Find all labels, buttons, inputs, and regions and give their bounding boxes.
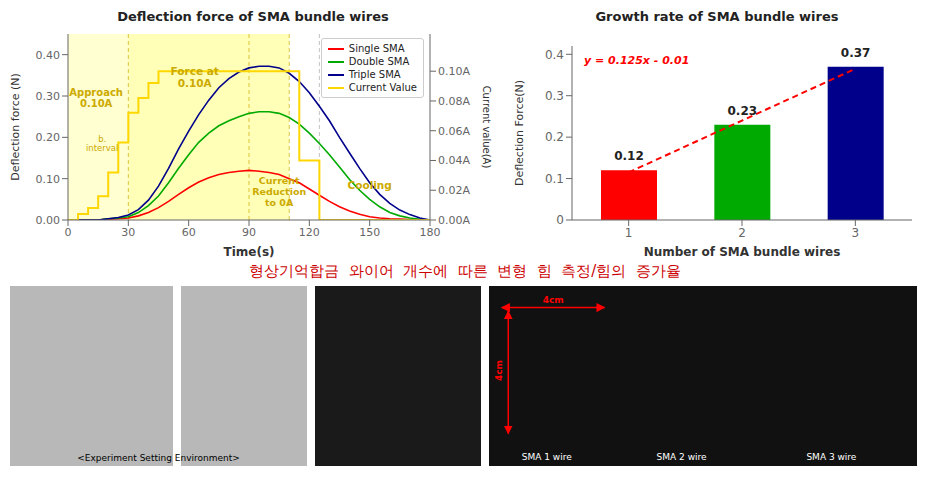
svg-text:3: 3: [852, 226, 860, 240]
svg-text:0.23: 0.23: [728, 104, 758, 118]
svg-text:b.interval: b.interval: [86, 134, 118, 154]
html-text:Deflection force of SMA bundle: Deflection force of SMA bundle wires: [117, 9, 389, 24]
svg-text:0.4: 0.4: [545, 48, 564, 62]
html-text:y = 0.125x - 0.01: y = 0.125x - 0.01: [584, 54, 690, 67]
svg-text:0.10: 0.10: [36, 173, 61, 186]
html-text:형상기억합금 와이어 개수에 따른 변형 힘 측정/힘의 증: 형상기억합금 와이어 개수에 따른 변형 힘 측정/힘의 증가율: [249, 262, 681, 280]
svg-text:4cm: 4cm: [543, 295, 564, 305]
svg-text:60: 60: [182, 226, 196, 239]
svg-text:0: 0: [65, 226, 72, 239]
svg-text:0.12: 0.12: [614, 149, 644, 163]
svg-text:SMA 2 wire: SMA 2 wire: [657, 452, 707, 462]
svg-text:Deflection force (N): Deflection force (N): [9, 73, 22, 181]
svg-text:120: 120: [299, 226, 320, 239]
svg-text:0.10A: 0.10A: [438, 65, 470, 78]
svg-text:Approach0.10A: Approach0.10A: [69, 87, 123, 110]
svg-text:CurrentReductionto 0A: CurrentReductionto 0A: [252, 175, 306, 208]
svg-text:30: 30: [121, 226, 135, 239]
svg-text:0: 0: [556, 213, 564, 227]
svg-text:1: 1: [625, 226, 633, 240]
svg-text:Current value(A): Current value(A): [481, 86, 492, 169]
svg-text:0.40: 0.40: [36, 49, 61, 62]
html-text:Triple SMA: Triple SMA: [348, 69, 401, 80]
svg-text:150: 150: [359, 226, 380, 239]
svg-text:2: 2: [738, 226, 746, 240]
svg-text:0.20: 0.20: [36, 131, 61, 144]
svg-text:0.02A: 0.02A: [438, 184, 470, 197]
svg-text:4cm: 4cm: [494, 360, 504, 381]
svg-text:180: 180: [420, 226, 441, 239]
svg-text:0.1: 0.1: [545, 172, 564, 186]
svg-text:90: 90: [242, 226, 256, 239]
svg-text:0.3: 0.3: [545, 89, 564, 103]
html-text:Single SMA: Single SMA: [348, 43, 405, 54]
svg-text:0.04A: 0.04A: [438, 154, 470, 167]
html-text:Double SMA: Double SMA: [348, 56, 410, 67]
svg-text:Cooling: Cooling: [348, 179, 392, 191]
svg-text:Force at0.10A: Force at0.10A: [171, 65, 219, 89]
svg-text:0.06A: 0.06A: [438, 125, 470, 138]
svg-text:0.00A: 0.00A: [438, 214, 470, 227]
svg-text:0.30: 0.30: [36, 90, 61, 103]
svg-text:Time(s): Time(s): [223, 245, 274, 258]
svg-text:0.00: 0.00: [36, 214, 61, 227]
svg-text:Deflection Force(N): Deflection Force(N): [513, 80, 526, 186]
html-text:Current Value: Current Value: [348, 82, 417, 93]
html-text:Growth rate of SMA bundle wire: Growth rate of SMA bundle wires: [595, 9, 839, 24]
svg-text:0.37: 0.37: [841, 46, 871, 60]
svg-text:0.2: 0.2: [545, 130, 564, 144]
svg-text:SMA 3 wire: SMA 3 wire: [806, 452, 856, 462]
svg-text:Number of SMA bundle wires: Number of SMA bundle wires: [644, 245, 841, 258]
svg-text:0.08A: 0.08A: [438, 95, 470, 108]
svg-text:SMA 1 wire: SMA 1 wire: [522, 452, 572, 462]
html-text:<Experiment Setting Environmen: <Experiment Setting Environment>: [77, 453, 240, 463]
